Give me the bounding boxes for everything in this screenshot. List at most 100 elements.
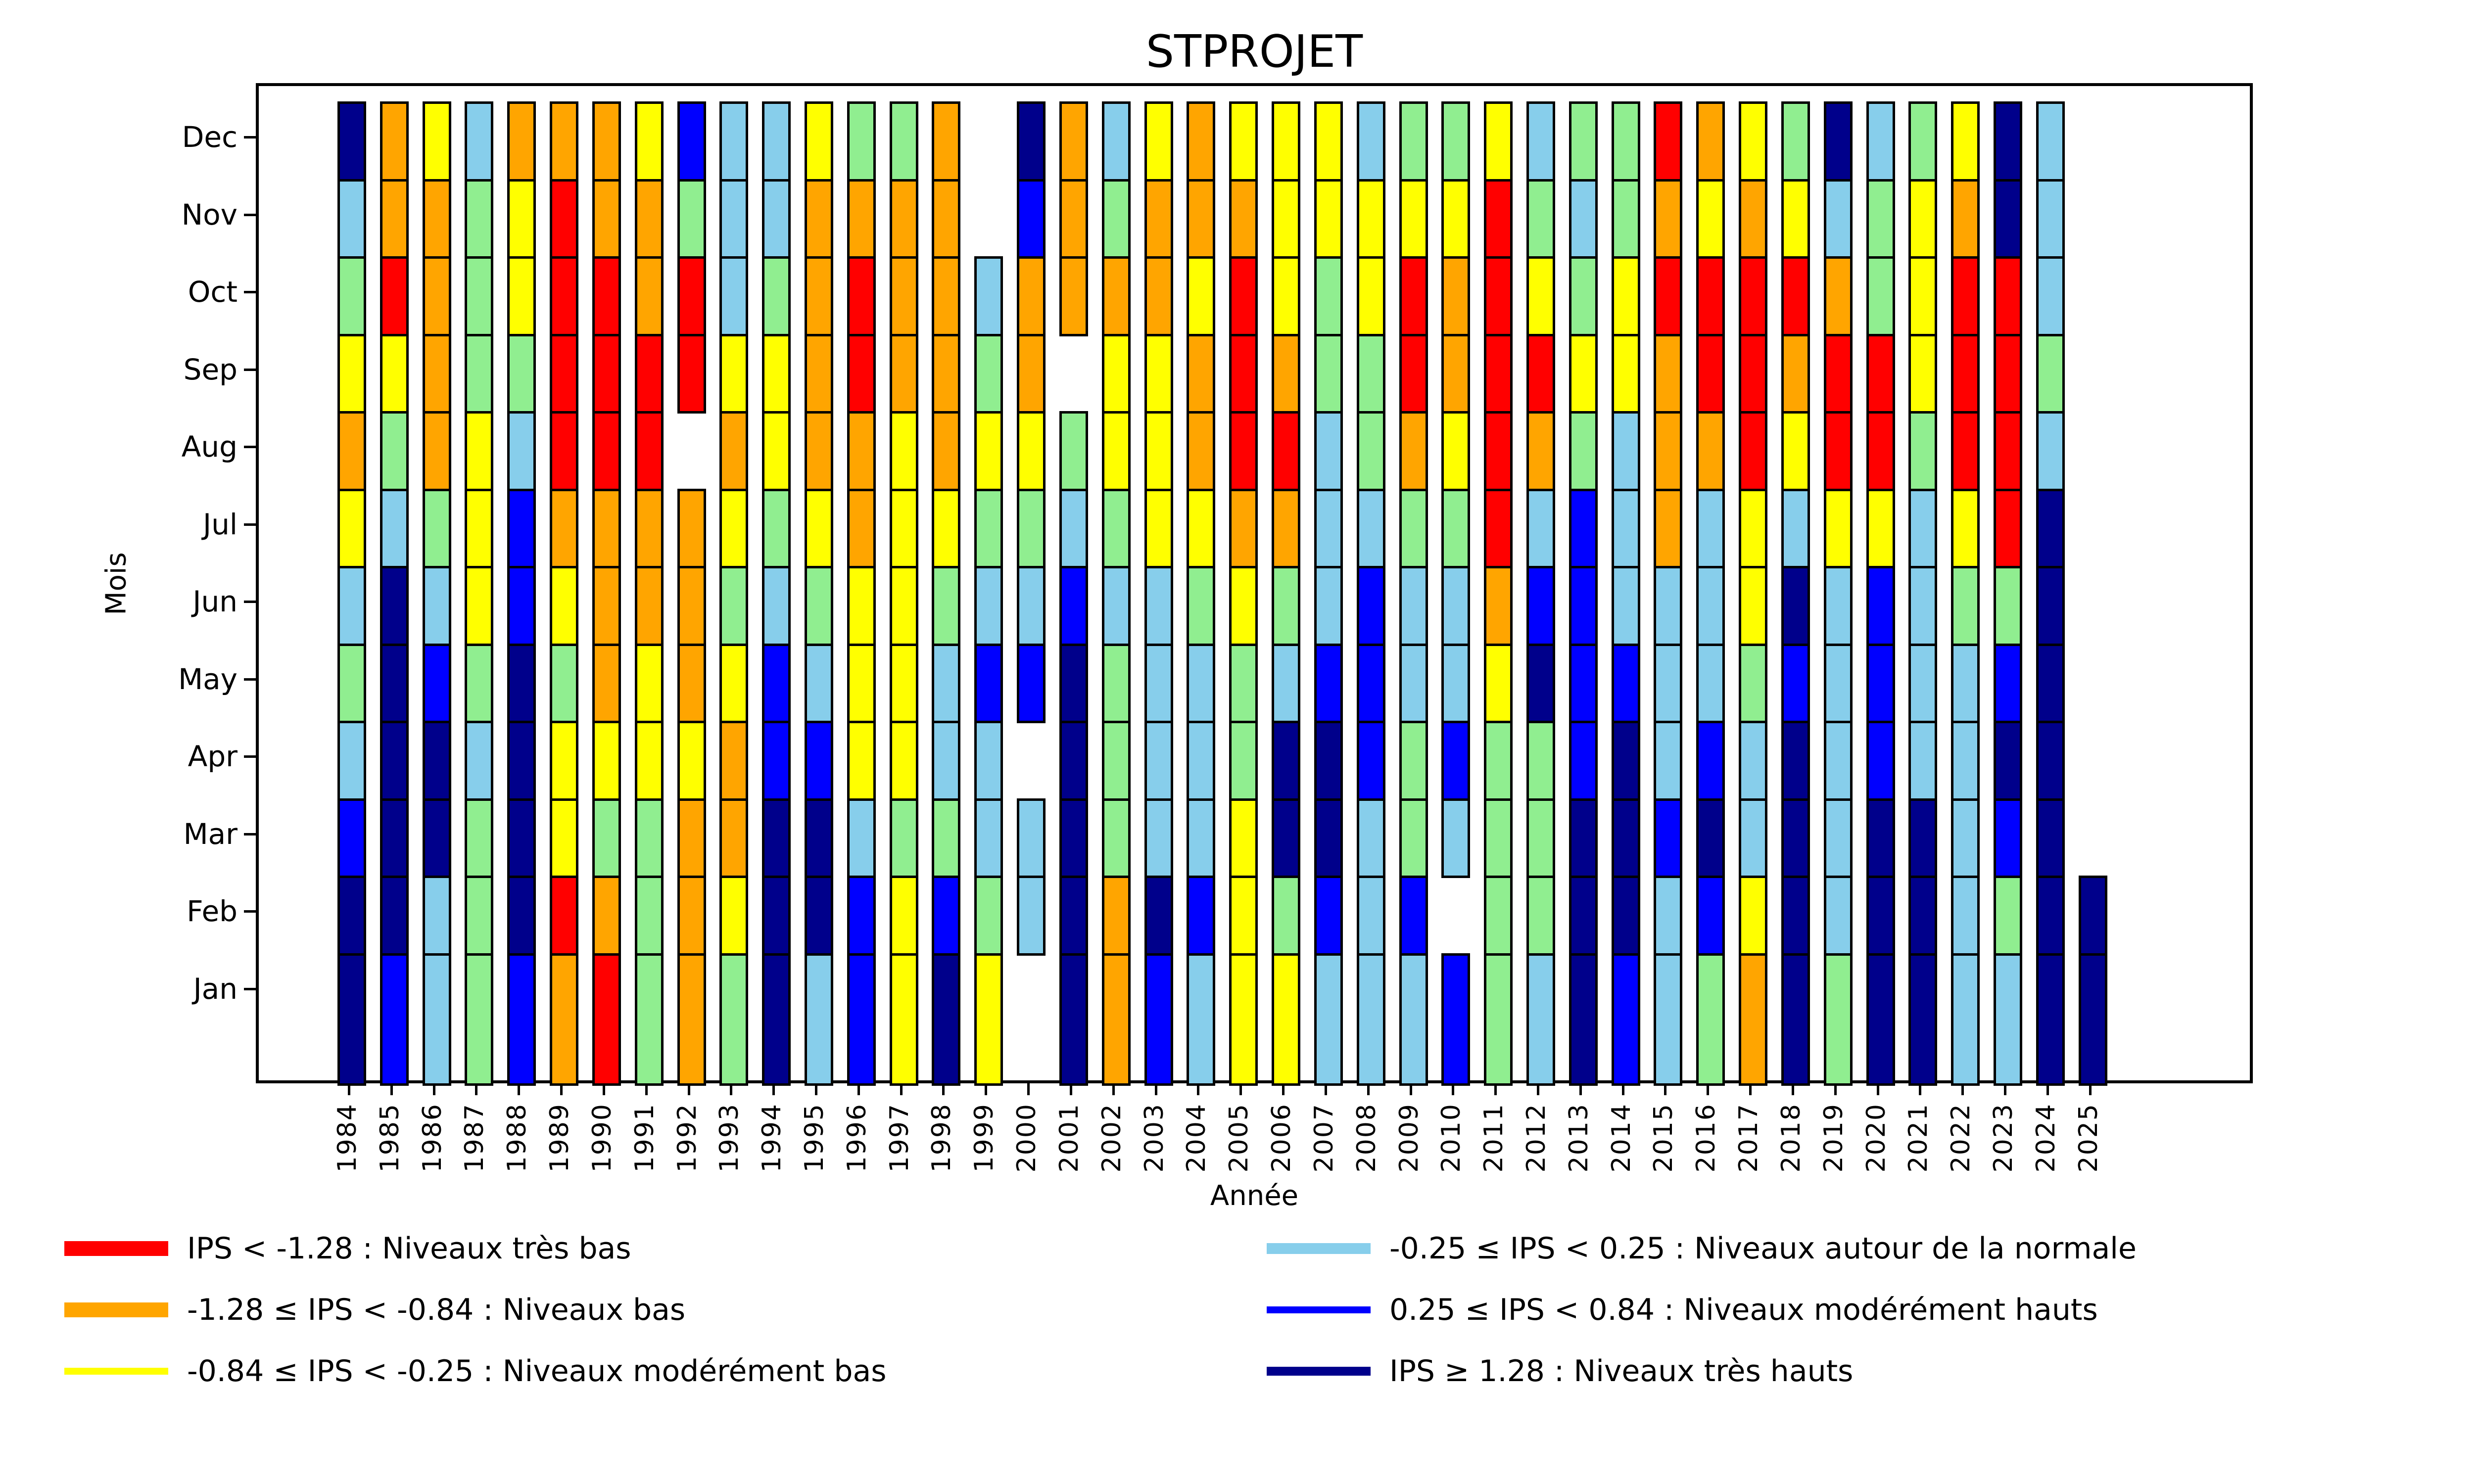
heatmap-cell [1993,411,2022,491]
heatmap-cell [465,643,494,723]
heatmap-cell [1611,101,1640,182]
heatmap-cell [1356,256,1385,336]
heatmap-cell [634,333,664,414]
heatmap-cell [1101,411,1131,491]
heatmap-cell [507,488,536,568]
heatmap-cell [1993,333,2022,414]
y-tick [244,833,256,835]
x-tick [900,1083,903,1095]
heatmap-cell [1017,179,1046,259]
x-tick [1536,1083,1539,1095]
heatmap-cell [1101,333,1131,414]
heatmap-cell [634,411,664,491]
x-tick-label: 2014 [1606,1103,1636,1173]
heatmap-cell [507,566,536,646]
heatmap-cell [337,876,366,956]
heatmap-cell [1144,488,1173,568]
heatmap-cell [507,721,536,801]
heatmap-cell [1866,643,1895,723]
heatmap-cell [1569,333,1598,414]
x-tick-label: 1996 [842,1103,872,1173]
x-tick-label: 1988 [502,1103,532,1173]
heatmap-cell [1908,488,1938,568]
heatmap-cell [932,411,961,491]
heatmap-cell [1696,566,1725,646]
x-tick-label: 2008 [1351,1103,1381,1173]
x-tick [772,1083,775,1095]
heatmap-cell [889,876,918,956]
heatmap-cell [677,179,706,259]
heatmap-cell [932,101,961,182]
heatmap-cell [1356,876,1385,956]
heatmap-cell [634,566,664,646]
heatmap-cell [1187,643,1216,723]
heatmap-cell [974,721,1003,801]
heatmap-cell [1823,488,1853,568]
heatmap-cell [974,566,1003,646]
heatmap-cell [1696,798,1725,878]
y-tick [244,446,256,449]
x-tick-label: 1985 [375,1103,405,1173]
x-tick-label: 2002 [1096,1103,1127,1173]
heatmap-cell [1399,256,1428,336]
heatmap-cell [932,488,961,568]
heatmap-cell [889,566,918,646]
heatmap-cell [592,876,621,956]
x-tick [560,1083,563,1095]
heatmap-cell [1314,101,1343,182]
heatmap-cell [1781,256,1810,336]
heatmap-cell [1229,953,1258,1086]
heatmap-cell [380,256,409,336]
heatmap-cell [2036,721,2065,801]
heatmap-cell [1229,179,1258,259]
heatmap-cell [507,179,536,259]
x-tick-label: 2000 [1012,1103,1042,1173]
heatmap-cell [762,179,791,259]
heatmap-cell [1823,179,1853,259]
heatmap-cell [507,953,536,1086]
y-tick-label: Jan [193,972,238,1006]
heatmap-cell [847,411,876,491]
heatmap-cell [805,566,834,646]
heatmap-cell [1272,953,1301,1086]
heatmap-cell [1017,643,1046,723]
heatmap-cell [932,953,961,1086]
x-tick [1876,1083,1879,1095]
heatmap-cell [1441,953,1471,1086]
heatmap-cell [1866,798,1895,878]
heatmap-cell [1399,101,1428,182]
heatmap-cell [1781,411,1810,491]
x-tick [857,1083,860,1095]
heatmap-cell [1569,876,1598,956]
heatmap-cell [1399,721,1428,801]
heatmap-cell [1526,101,1555,182]
heatmap-cell [1399,411,1428,491]
heatmap-cell [1144,101,1173,182]
heatmap-cell [1356,721,1385,801]
heatmap-cell [719,721,749,801]
heatmap-cell [932,333,961,414]
x-tick-label: 1984 [333,1103,362,1173]
heatmap-cell [1484,798,1513,878]
heatmap-cell [1569,566,1598,646]
heatmap-cell [465,876,494,956]
heatmap-cell [889,953,918,1086]
heatmap-cell [719,411,749,491]
heatmap-cell [1654,488,1683,568]
heatmap-cell [507,256,536,336]
heatmap-cell [1951,643,1980,723]
heatmap-cell [1059,798,1088,878]
heatmap-cell [550,488,579,568]
heatmap-cell [1017,256,1046,336]
heatmap-cell [1272,876,1301,956]
heatmap-cell [974,798,1003,878]
heatmap-cell [337,721,366,801]
x-tick [1324,1083,1327,1095]
heatmap-cell [1272,101,1301,182]
x-tick [1027,1083,1030,1095]
heatmap-cell [1314,643,1343,723]
heatmap-cell [847,566,876,646]
x-tick [1069,1083,1072,1095]
heatmap-cell [1017,101,1046,182]
heatmap-cell [1654,643,1683,723]
